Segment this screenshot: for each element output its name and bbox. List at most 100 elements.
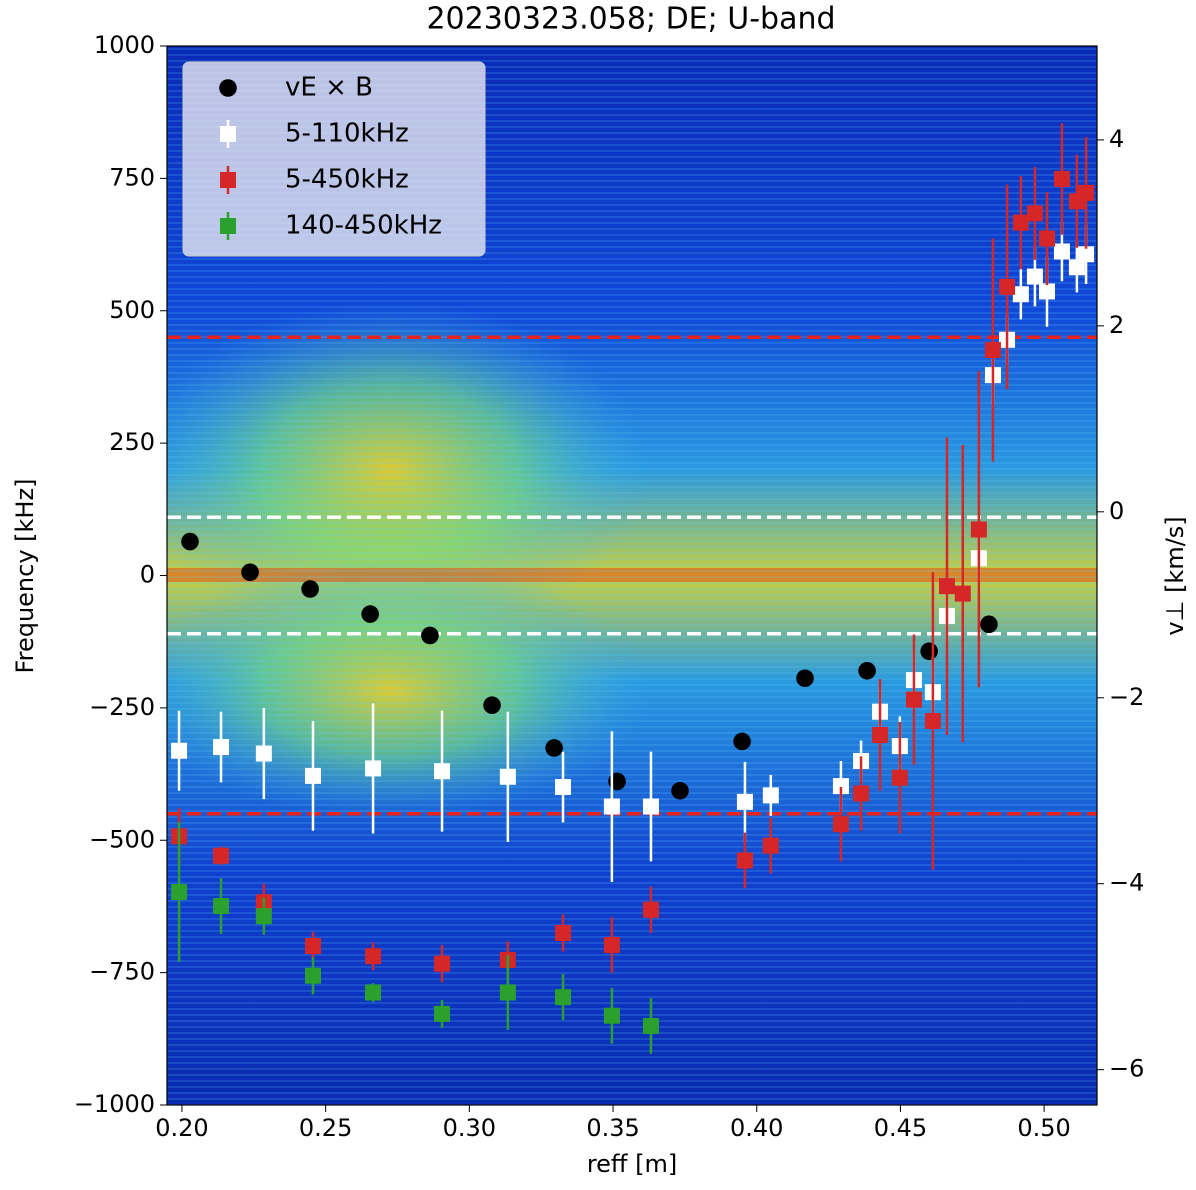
legend-marker [220,126,236,142]
point [1038,230,1055,247]
point [499,768,516,785]
point [1053,243,1070,260]
x-tick-label: 0.30 [443,1114,496,1142]
x-tick-label: 0.45 [874,1114,927,1142]
point [255,745,272,762]
y-tick-label: 500 [109,296,155,324]
point [603,1007,620,1024]
point [1078,184,1095,201]
x-tick-label: 0.20 [155,1114,208,1142]
legend-label: vE × B [285,73,373,103]
y-axis-label: Frequency [kHz] [11,479,39,674]
point [1038,283,1055,300]
legend-label: 5-450kHz [285,165,409,195]
point [1026,205,1043,222]
y-tick-label: 0 [140,561,155,589]
point [304,967,321,984]
x-axis-label: reff [m] [587,1150,677,1178]
point [603,937,620,954]
y2-axis-label: v⊥ [km/s] [1161,516,1189,635]
y-tick-label: −250 [89,693,155,721]
point [555,989,572,1006]
point [853,785,870,802]
point [1012,214,1029,231]
series [171,822,659,1054]
point [434,1005,451,1022]
y2-tick-label: 0 [1109,497,1124,525]
point [796,669,814,688]
y2-tick-label: 2 [1109,311,1124,339]
x-tick-label: 0.40 [730,1114,783,1142]
chart-title: 20230323.058; DE; U-band [426,2,835,37]
point [980,615,998,634]
legend-marker [220,172,236,188]
point [301,580,319,598]
y-tick-label: −1000 [74,1090,155,1118]
point [499,984,516,1001]
point [642,1017,659,1034]
point [304,767,321,784]
point [736,852,753,869]
y-tick-label: 1000 [94,31,155,59]
y2-tick-label: −2 [1109,683,1144,711]
point [1026,268,1043,285]
legend-label: 140-450kHz [285,211,442,241]
point [832,816,849,833]
point [304,938,321,955]
x-tick-label: 0.25 [299,1114,352,1142]
point [1068,259,1085,276]
legend-marker [220,218,236,234]
point [603,798,620,815]
point [924,713,941,730]
point [555,779,572,796]
point [920,642,938,661]
point [365,984,382,1001]
y2-tick-label: −6 [1109,1055,1144,1083]
y2-tick-label: 4 [1109,125,1124,153]
point [241,563,259,582]
legend: vE × B 5-110kHz 5-450kHz 140-450kHz [182,61,486,257]
point [434,763,451,780]
legend-label: 5-110kHz [285,119,409,149]
point [1053,170,1070,187]
point [954,585,971,602]
x-tick-label: 0.50 [1017,1114,1070,1142]
plot [167,123,1097,1054]
point [671,781,689,800]
point [213,898,230,915]
x-tick-label: 0.35 [586,1114,639,1142]
point [213,847,230,864]
point [555,924,572,941]
point [762,837,779,854]
point [872,726,889,743]
point [938,578,955,595]
point [483,696,501,715]
spectrogram [167,46,1097,1105]
y2-tick-label: −4 [1109,869,1144,897]
point [181,532,199,551]
point [832,778,849,795]
series [171,123,1095,983]
point [970,521,987,538]
point [255,908,272,925]
point [642,798,659,815]
point [984,342,1001,359]
y-tick-label: 250 [109,428,155,456]
legend-marker [219,79,237,97]
point [545,739,563,757]
y-tick-label: −500 [89,825,155,853]
point [365,760,382,777]
y-tick-label: −750 [89,958,155,986]
point [736,793,753,810]
y-tick-label: 750 [109,163,155,191]
point [762,787,779,804]
point [905,691,922,708]
point [361,605,379,623]
point [171,884,188,901]
point [171,742,188,759]
point [213,739,230,756]
point [999,278,1016,295]
legend-box [182,61,486,257]
point [1012,286,1029,303]
